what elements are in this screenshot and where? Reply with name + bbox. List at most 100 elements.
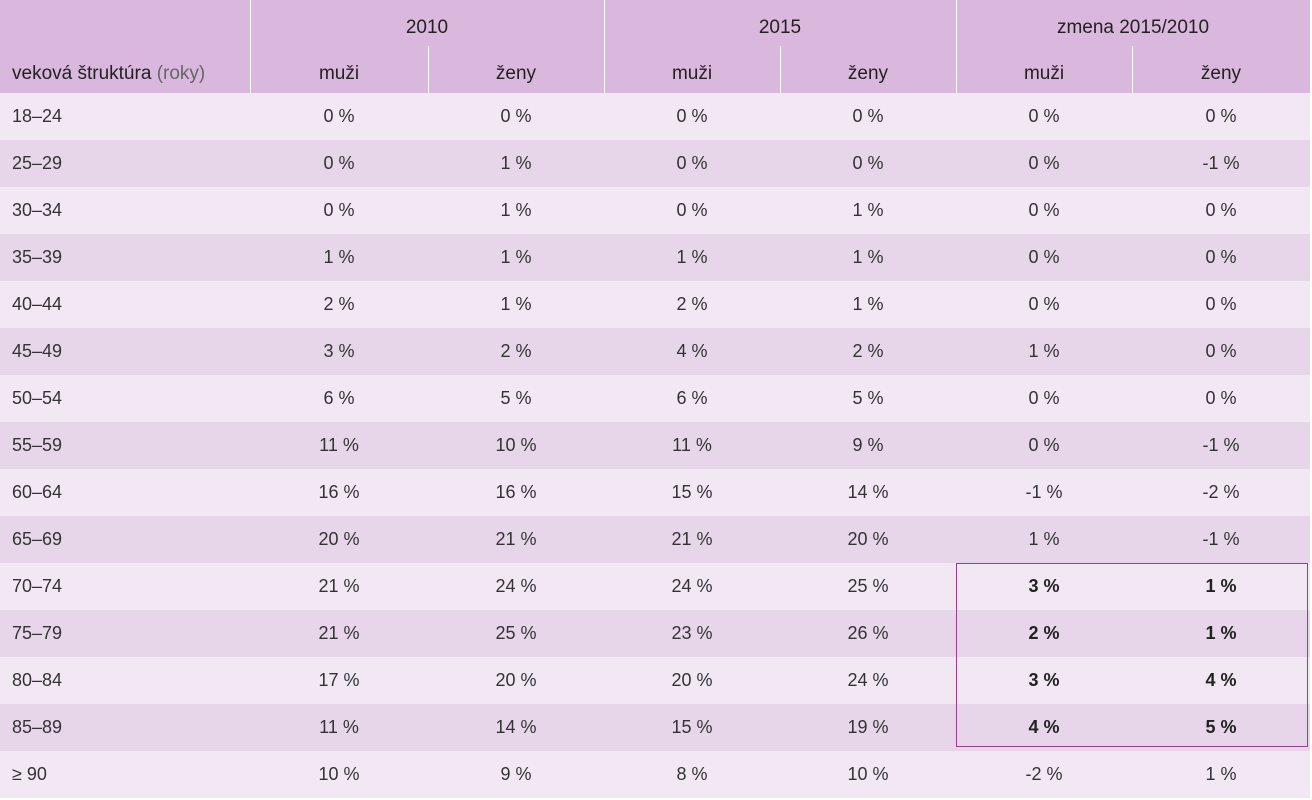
value-cell: 0 %: [323, 200, 355, 220]
header-divider: [428, 46, 429, 93]
value-cell: 8 %: [676, 764, 708, 784]
value-cell: 20 %: [495, 670, 537, 690]
value-cell: 17 %: [318, 670, 360, 690]
value-cell: 26 %: [847, 623, 889, 643]
value-cell: 23 %: [671, 623, 713, 643]
table-row: 55–59 11 % 10 % 11 % 9 % 0 % -1 %: [0, 422, 1310, 469]
value-cell: 2 %: [1028, 623, 1060, 643]
value-cell: 0 %: [1205, 341, 1237, 361]
subheader-change-women: ženy: [1200, 63, 1242, 84]
value-cell: 2 %: [323, 294, 355, 314]
header-divider: [1132, 46, 1133, 93]
value-cell: 1 %: [1028, 529, 1060, 549]
value-cell: 19 %: [847, 717, 889, 737]
value-cell: 0 %: [1205, 294, 1237, 314]
value-cell: 1 %: [500, 153, 532, 173]
value-cell: 0 %: [852, 106, 884, 126]
subheader-2010-men: muži: [318, 63, 360, 84]
table-row: 80–84 17 % 20 % 20 % 24 % 3 % 4 %: [0, 657, 1310, 704]
value-cell: 1 %: [852, 200, 884, 220]
subheader-2015-women: ženy: [847, 63, 889, 84]
table-row: 85–89 11 % 14 % 15 % 19 % 4 % 5 %: [0, 704, 1310, 751]
age-range-cell: 85–89: [12, 717, 63, 737]
value-cell: 4 %: [1028, 717, 1060, 737]
value-cell: 5 %: [500, 388, 532, 408]
header-divider: [780, 46, 781, 93]
table-row: 25–29 0 % 1 % 0 % 0 % 0 % -1 %: [0, 140, 1310, 187]
value-cell: 10 %: [318, 764, 360, 784]
value-cell: 24 %: [671, 576, 713, 596]
table-row: ≥ 90 10 % 9 % 8 % 10 % -2 % 1 %: [0, 751, 1310, 798]
value-cell: 1 %: [1205, 764, 1237, 784]
group-header-change: zmena 2015/2010: [1056, 17, 1210, 38]
value-cell: 21 %: [318, 623, 360, 643]
value-cell: 21 %: [495, 529, 537, 549]
age-range-cell: 65–69: [12, 529, 63, 549]
value-cell: 25 %: [495, 623, 537, 643]
age-range-cell: 75–79: [12, 623, 63, 643]
table-row: 30–34 0 % 1 % 0 % 1 % 0 % 0 %: [0, 187, 1310, 234]
value-cell: 1 %: [1028, 341, 1060, 361]
value-cell: 15 %: [671, 482, 713, 502]
value-cell: -2 %: [1025, 764, 1063, 784]
value-cell: 16 %: [495, 482, 537, 502]
value-cell: -1 %: [1202, 529, 1240, 549]
age-range-cell: 30–34: [12, 200, 63, 220]
value-cell: 20 %: [847, 529, 889, 549]
row-label-unit: (roky): [156, 63, 206, 84]
value-cell: 5 %: [1205, 717, 1237, 737]
table-row: 75–79 21 % 25 % 23 % 26 % 2 % 1 %: [0, 610, 1310, 657]
age-range-cell: 40–44: [12, 294, 63, 314]
value-cell: 25 %: [847, 576, 889, 596]
value-cell: 0 %: [676, 200, 708, 220]
value-cell: 0 %: [1028, 435, 1060, 455]
group-header-2010: 2010: [405, 17, 449, 38]
value-cell: 1 %: [500, 247, 532, 267]
value-cell: -1 %: [1025, 482, 1063, 502]
table-row: 50–54 6 % 5 % 6 % 5 % 0 % 0 %: [0, 375, 1310, 422]
value-cell: 9 %: [852, 435, 884, 455]
value-cell: -2 %: [1202, 482, 1240, 502]
value-cell: 0 %: [1205, 388, 1237, 408]
group-header-2015: 2015: [758, 17, 802, 38]
value-cell: 15 %: [671, 717, 713, 737]
value-cell: 0 %: [1028, 247, 1060, 267]
table-row: 40–44 2 % 1 % 2 % 1 % 0 % 0 %: [0, 281, 1310, 328]
value-cell: 11 %: [319, 435, 359, 455]
value-cell: 20 %: [318, 529, 360, 549]
value-cell: 1 %: [1205, 623, 1237, 643]
value-cell: 1 %: [323, 247, 355, 267]
value-cell: 2 %: [500, 341, 532, 361]
value-cell: -1 %: [1202, 153, 1240, 173]
header-divider: [250, 0, 251, 93]
value-cell: 1 %: [852, 247, 884, 267]
age-range-cell: 50–54: [12, 388, 63, 408]
value-cell: 3 %: [323, 341, 355, 361]
value-cell: 10 %: [495, 435, 537, 455]
age-range-cell: 60–64: [12, 482, 63, 502]
age-range-cell: 55–59: [12, 435, 63, 455]
value-cell: 0 %: [1028, 153, 1060, 173]
value-cell: 3 %: [1028, 576, 1060, 596]
table-row: 45–49 3 % 2 % 4 % 2 % 1 % 0 %: [0, 328, 1310, 375]
age-range-cell: 45–49: [12, 341, 63, 361]
value-cell: 14 %: [495, 717, 537, 737]
value-cell: 21 %: [671, 529, 713, 549]
value-cell: 4 %: [676, 341, 708, 361]
value-cell: 11 %: [319, 717, 359, 737]
value-cell: 11 %: [672, 435, 712, 455]
value-cell: 0 %: [323, 153, 355, 173]
value-cell: 1 %: [500, 200, 532, 220]
table-row: 18–24 0 % 0 % 0 % 0 % 0 % 0 %: [0, 93, 1310, 140]
value-cell: 0 %: [1028, 294, 1060, 314]
value-cell: 3 %: [1028, 670, 1060, 690]
value-cell: 20 %: [671, 670, 713, 690]
value-cell: 6 %: [323, 388, 355, 408]
value-cell: 21 %: [318, 576, 360, 596]
value-cell: 0 %: [1205, 247, 1237, 267]
value-cell: 1 %: [500, 294, 532, 314]
age-range-cell: 18–24: [12, 106, 63, 126]
age-range-cell: 80–84: [12, 670, 63, 690]
table-row: 70–74 21 % 24 % 24 % 25 % 3 % 1 %: [0, 563, 1310, 610]
